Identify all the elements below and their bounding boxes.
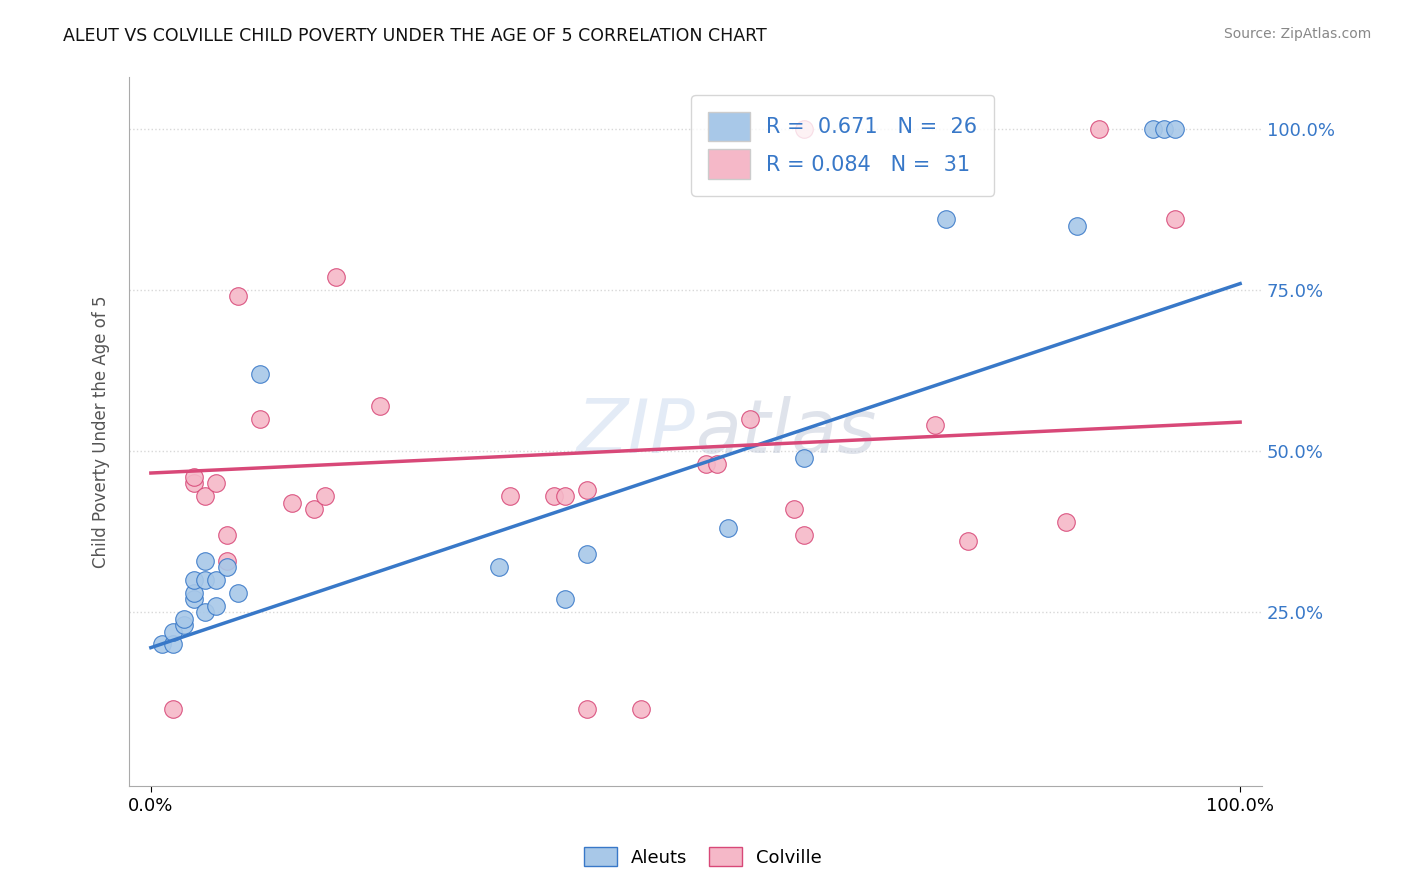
- Point: [1142, 122, 1164, 136]
- Point: [205, 476, 228, 491]
- Point: [194, 489, 217, 503]
- Point: [217, 560, 239, 574]
- Point: [717, 521, 740, 535]
- Point: [194, 573, 217, 587]
- Point: [368, 399, 391, 413]
- Point: [1066, 219, 1088, 233]
- Point: [183, 573, 205, 587]
- Point: [1164, 122, 1187, 136]
- Point: [217, 528, 239, 542]
- Point: [554, 592, 576, 607]
- Point: [956, 534, 979, 549]
- Point: [205, 573, 228, 587]
- Text: ZIP: ZIP: [576, 396, 696, 467]
- Point: [782, 502, 804, 516]
- Point: [738, 412, 761, 426]
- Text: ALEUT VS COLVILLE CHILD POVERTY UNDER THE AGE OF 5 CORRELATION CHART: ALEUT VS COLVILLE CHILD POVERTY UNDER TH…: [63, 27, 768, 45]
- Point: [249, 367, 271, 381]
- Point: [183, 592, 205, 607]
- Point: [924, 418, 946, 433]
- Point: [543, 489, 565, 503]
- Point: [1164, 212, 1187, 227]
- Point: [325, 270, 347, 285]
- Point: [183, 476, 205, 491]
- Point: [1054, 515, 1077, 529]
- Point: [1087, 122, 1109, 136]
- Point: [554, 489, 576, 503]
- Point: [194, 605, 217, 619]
- Point: [150, 637, 173, 651]
- Legend: R =  0.671   N =  26, R = 0.084   N =  31: R = 0.671 N = 26, R = 0.084 N = 31: [692, 95, 994, 195]
- Point: [793, 450, 815, 465]
- Text: atlas: atlas: [696, 396, 877, 467]
- Point: [226, 289, 249, 303]
- Point: [793, 122, 815, 136]
- Point: [173, 618, 195, 632]
- Point: [575, 547, 598, 561]
- Point: [217, 554, 239, 568]
- Point: [281, 496, 304, 510]
- Point: [793, 528, 815, 542]
- Point: [1153, 122, 1175, 136]
- Point: [630, 702, 652, 716]
- Y-axis label: Child Poverty Under the Age of 5: Child Poverty Under the Age of 5: [93, 295, 110, 568]
- Point: [575, 483, 598, 497]
- Point: [249, 412, 271, 426]
- Point: [173, 612, 195, 626]
- Point: [706, 457, 728, 471]
- Point: [695, 457, 717, 471]
- Point: [575, 702, 598, 716]
- Text: Source: ZipAtlas.com: Source: ZipAtlas.com: [1223, 27, 1371, 41]
- Point: [205, 599, 228, 613]
- Point: [162, 624, 184, 639]
- Point: [162, 702, 184, 716]
- Point: [183, 586, 205, 600]
- Point: [162, 637, 184, 651]
- Point: [935, 212, 957, 227]
- Point: [488, 560, 510, 574]
- Point: [304, 502, 326, 516]
- Point: [194, 554, 217, 568]
- Point: [226, 586, 249, 600]
- Point: [183, 470, 205, 484]
- Point: [314, 489, 336, 503]
- Point: [499, 489, 522, 503]
- Legend: Aleuts, Colville: Aleuts, Colville: [576, 840, 830, 874]
